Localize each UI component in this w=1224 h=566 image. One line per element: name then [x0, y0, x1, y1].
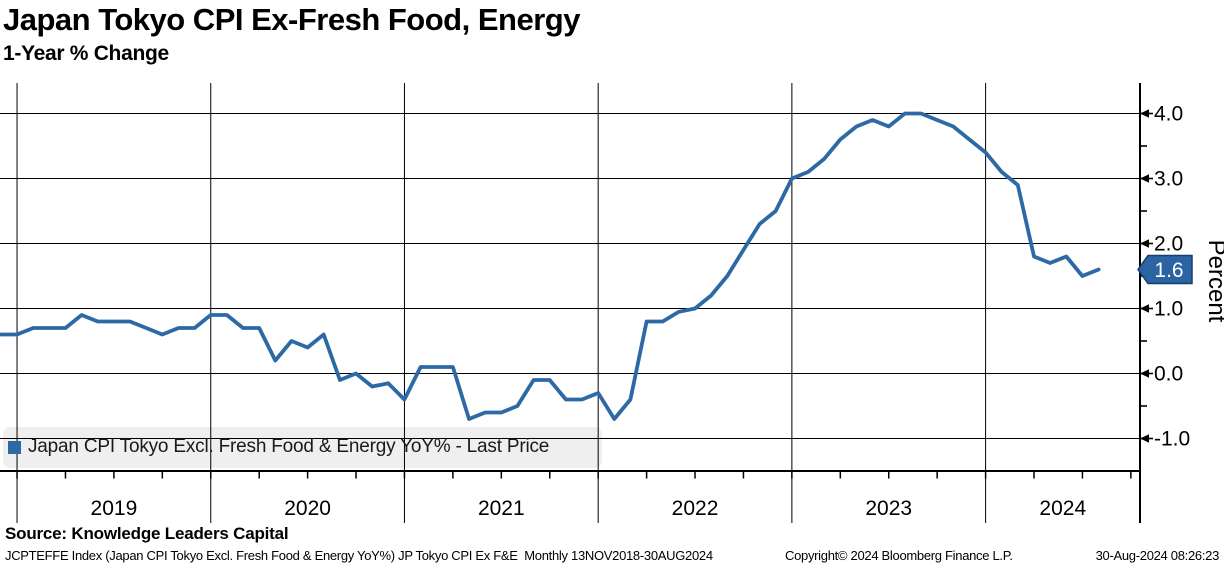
source-credit: Source: Knowledge Leaders Capital — [5, 524, 289, 543]
legend-background — [3, 427, 602, 468]
legend: Japan CPI Tokyo Excl. Fresh Food & Energ… — [8, 436, 549, 458]
page-title: Japan Tokyo CPI Ex-Fresh Food, Energy — [3, 2, 580, 37]
x-axis-year-label: 2020 — [284, 497, 331, 520]
y-axis-title: Percent — [1203, 240, 1224, 323]
x-axis-year-label: 2019 — [91, 497, 138, 520]
y-axis-tick-label: 3.0 — [1154, 168, 1183, 191]
y-axis-tick-arrow-icon — [1140, 174, 1149, 183]
cpi-data-line — [0, 111, 1101, 421]
y-axis-tick-label: 2.0 — [1154, 233, 1183, 256]
timestamp: 30-Aug-2024 08:26:23 — [1095, 548, 1220, 563]
y-axis-tick-arrow-icon — [1140, 369, 1149, 378]
y-axis-tick-label: 1.0 — [1154, 298, 1183, 321]
copyright-notice: Copyright© 2024 Bloomberg Finance L.P. — [785, 548, 1013, 563]
page-subtitle: 1-Year % Change — [3, 42, 169, 65]
y-axis-tick-label: 4.0 — [1154, 103, 1183, 126]
y-axis-tick-arrow-icon — [1140, 109, 1149, 118]
y-axis-tick-label: -1.0 — [1154, 428, 1190, 451]
y-axis-tick-arrow-icon — [1140, 304, 1149, 313]
x-axis-year-label: 2023 — [865, 497, 912, 520]
y-axis-tick-arrow-icon — [1140, 434, 1149, 443]
y-axis-tick-label: 0.0 — [1154, 363, 1183, 386]
last-price-badge-shape — [1137, 254, 1193, 285]
last-price-badge-value: 1.6 — [1154, 259, 1183, 282]
x-axis-year-label: 2022 — [672, 497, 719, 520]
last-price-badge: 1.6 — [1137, 254, 1193, 285]
legend-series-label: Japan CPI Tokyo Excl. Fresh Food & Energ… — [28, 436, 550, 457]
x-axis-year-label: 2021 — [478, 497, 525, 520]
ticker-meta-line: JCPTEFFE Index (Japan CPI Tokyo Excl. Fr… — [5, 548, 713, 563]
y-axis-tick-arrow-icon — [1140, 239, 1149, 248]
x-axis-year-label: 2024 — [1039, 497, 1086, 520]
legend-marker-icon — [8, 440, 21, 454]
